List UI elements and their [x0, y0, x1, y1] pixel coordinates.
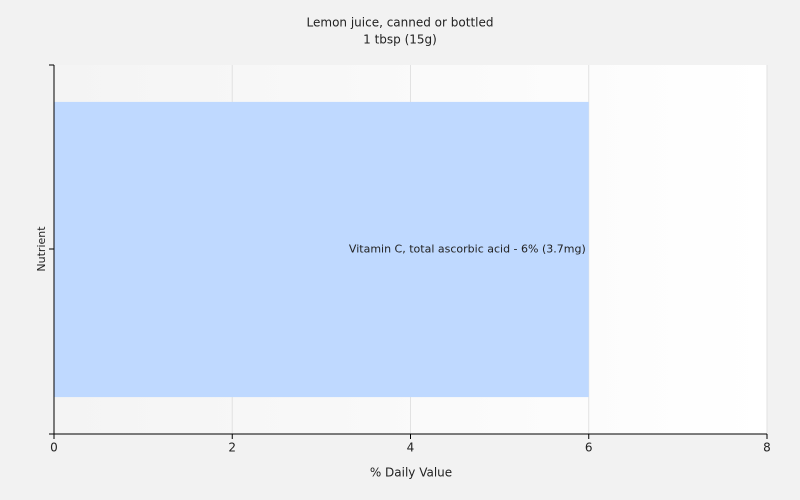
plot: Vitamin C, total ascorbic acid - 6% (3.7…	[53, 65, 768, 434]
y-axis-label: Nutrient	[35, 226, 48, 272]
x-axis-label: % Daily Value	[370, 466, 452, 480]
x-tick-label: 8	[763, 441, 771, 455]
x-tick-label: 6	[585, 441, 593, 455]
chart-subtitle: 1 tbsp (15g)	[363, 33, 437, 47]
bar	[54, 101, 589, 398]
chart-title: Lemon juice, canned or bottled	[307, 16, 494, 30]
x-tick-label: 0	[50, 441, 58, 455]
x-tick-label: 2	[228, 441, 236, 455]
x-tick-label: 4	[407, 441, 415, 455]
data-label: Vitamin C, total ascorbic acid - 6% (3.7…	[349, 243, 586, 256]
